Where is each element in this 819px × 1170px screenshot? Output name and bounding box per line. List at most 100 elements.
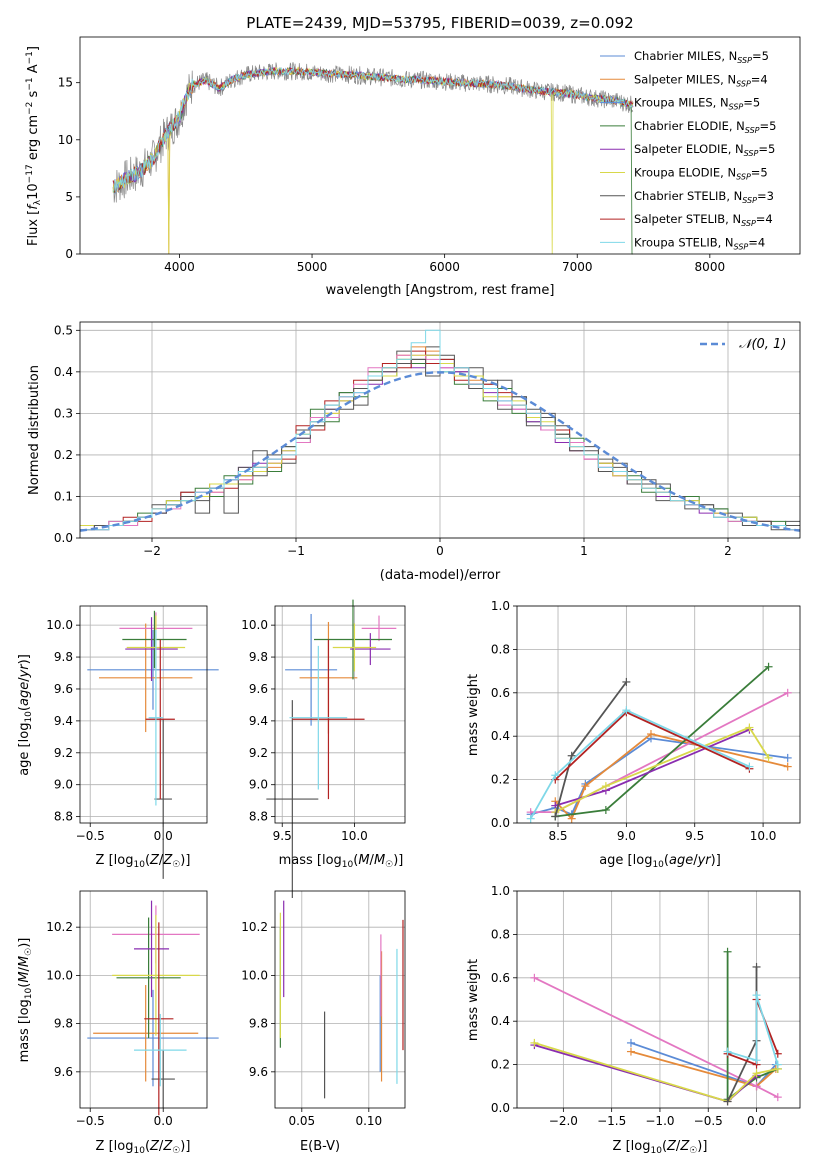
spectrum-legend-label: Salpeter STELIB, NSSP=4 (634, 212, 773, 228)
ytick-label: 9.8 (249, 650, 268, 664)
mass-ebv-xlabel: E(B-V) (300, 1139, 340, 1154)
residuals-legend: 𝒩(0, 1) (700, 337, 786, 352)
xtick-label: −0.5 (76, 829, 105, 843)
ytick-label: 9.2 (249, 746, 268, 760)
mass-vs-metallicity-panel: −0.5 0.0 9.6 9.8 10.0 10.2 (46, 890, 219, 1128)
xtick-label: 9.5 (685, 829, 704, 843)
xtick-label: −1.5 (597, 1114, 626, 1128)
ytick-label: 8.8 (249, 810, 268, 824)
spectrum-ticks: 4000 5000 6000 7000 8000 0 5 10 15 (58, 76, 725, 274)
ytick-label: 9.6 (249, 682, 268, 696)
massweight-line (554, 726, 770, 813)
residuals-xtick-label: −1 (287, 544, 305, 558)
mw-z-ylabel: mass weight (466, 959, 481, 1041)
spectrum-legend-label: Kroupa ELODIE, NSSP=5 (634, 166, 768, 182)
spectrum-xtick-label: 5000 (297, 260, 328, 274)
ytick-label: 1.0 (491, 884, 510, 898)
xtick-label: 0.10 (355, 1114, 382, 1128)
ytick-label: 9.8 (54, 1017, 73, 1031)
xtick-label: 0.0 (747, 1114, 766, 1128)
spectrum-xtick-label: 7000 (562, 260, 593, 274)
residuals-xtick-label: 2 (724, 544, 732, 558)
panel-frame (274, 890, 406, 1109)
ytick-label: 0.6 (491, 971, 510, 985)
spectrum-legend-label: Chabrier ELODIE, NSSP=5 (634, 119, 776, 135)
residuals-ylabel: Normed distribution (27, 365, 42, 495)
mw-age-xlabel: age [log10(age/yr)] (599, 853, 721, 870)
mass-z-xlabel: Z [log10(Z/Z☉)] (96, 1139, 191, 1156)
spectrum-legend-label: Kroupa STELIB, NSSP=4 (634, 235, 765, 251)
xtick-label: −1.0 (645, 1114, 674, 1128)
panel-frame (516, 605, 801, 824)
mass-z-ylabel: mass [log10(M/M☉)] (17, 938, 34, 1063)
ytick-label: 8.8 (54, 810, 73, 824)
figure-title: PLATE=2439, MJD=53795, FIBERID=0039, z=0… (246, 14, 633, 32)
spectrum-ytick-label: 15 (58, 76, 73, 90)
ytick-label: 10.0 (241, 968, 268, 982)
xtick-label: 8.5 (548, 829, 567, 843)
panel-frame (79, 890, 208, 1109)
ytick-label: 9.8 (54, 650, 73, 664)
xtick-label: 10.0 (341, 829, 368, 843)
ytick-label: 1.0 (491, 599, 510, 613)
spectrum-panel: 4000 5000 6000 7000 8000 0 5 10 15 wavelength [A… (25, 36, 801, 298)
ytick-label: 10.2 (46, 920, 73, 934)
mw-age-ylabel: mass weight (466, 674, 481, 756)
ytick-label: 9.4 (249, 714, 268, 728)
normal-legend-label: 𝒩(0, 1) (739, 337, 786, 352)
mw-z-xlabel: Z [log10(Z/Z☉)] (613, 1139, 708, 1156)
ytick-label: 9.0 (54, 778, 73, 792)
massweight-vs-metallicity-panel: −2.0 −1.5 −1.0 −0.5 0.0 0.0 0.2 0.4 0.6 0.8 1.0 (491, 884, 801, 1128)
ytick-label: 0.6 (491, 686, 510, 700)
spectrum-lines (112, 62, 634, 255)
residuals-panel: −2 −1 0 1 2 0.0 0.1 0.2 0.3 0.4 0.5 (data-model)/e… (27, 321, 801, 583)
ytick-label: 9.6 (54, 682, 73, 696)
spectrum-xtick-label: 4000 (164, 260, 195, 274)
ytick-label: 0.8 (491, 642, 510, 656)
spectrum-legend-label: Chabrier MILES, NSSP=5 (634, 49, 769, 65)
xtick-label: 9.5 (273, 829, 292, 843)
ytick-label: 0.4 (491, 729, 510, 743)
spectrum-legend-label: Kroupa MILES, NSSP=5 (634, 96, 760, 112)
ytick-label: 9.4 (54, 714, 73, 728)
ytick-label: 0.2 (491, 1058, 510, 1072)
spectrum-ytick-label: 10 (58, 133, 73, 147)
residuals-xtick-label: −2 (143, 544, 161, 558)
normal-curve (79, 371, 801, 532)
spectrum-series-line (112, 66, 634, 193)
age-vs-mass-panel: 9.5 10.0 8.8 9.0 9.2 9.4 9.6 9.8 10.0 (241, 599, 406, 898)
age-vs-metallicity-panel: −0.5 0.08.89.09.29.49.69.810.0 (46, 605, 219, 879)
ytick-label: 9.6 (54, 1065, 73, 1079)
panel-frame (516, 890, 801, 1109)
xtick-label: −0.5 (694, 1114, 723, 1128)
residuals-xtick-label: 1 (580, 544, 588, 558)
spectrum-ytick-label: 0 (65, 247, 73, 261)
xtick-label: −2.0 (549, 1114, 578, 1128)
residuals-ytick-label: 0.4 (54, 365, 73, 379)
age-mass-xlabel: mass [log10(M/M☉)] (279, 853, 404, 870)
ytick-label: 10.0 (241, 618, 268, 632)
residuals-ytick-label: 0.1 (54, 489, 73, 503)
residuals-ytick-label: 0.0 (54, 531, 73, 545)
residuals-xtick-label: 0 (436, 544, 444, 558)
spectrum-ytick-label: 5 (65, 190, 73, 204)
spectrum-frame (79, 36, 801, 255)
spectrum-ylabel: Flux [fλ10−17 erg cm−2 s−1 A−1] (25, 46, 43, 246)
ytick-label: 10.0 (46, 968, 73, 982)
ytick-label: 9.2 (54, 746, 73, 760)
panel-frame (79, 605, 208, 824)
xtick-label: −0.5 (76, 1114, 105, 1128)
residuals-ticks: −2 −1 0 1 2 0.0 0.1 0.2 0.3 0.4 0.5 (54, 323, 732, 558)
residuals-ytick-label: 0.5 (54, 323, 73, 337)
xtick-label: 9.0 (617, 829, 636, 843)
ytick-label: 0.0 (491, 816, 510, 830)
ytick-label: 9.6 (249, 1065, 268, 1079)
residuals-xlabel: (data-model)/error (380, 568, 501, 583)
panel-frame (274, 605, 406, 824)
age-z-xlabel: Z [log10(Z/Z☉)] (96, 853, 191, 870)
spectrum-xtick-label: 8000 (695, 260, 726, 274)
ytick-label: 0.8 (491, 927, 510, 941)
xtick-label: 10.0 (750, 829, 777, 843)
spectrum-legend-label: Salpeter MILES, NSSP=4 (634, 72, 768, 88)
